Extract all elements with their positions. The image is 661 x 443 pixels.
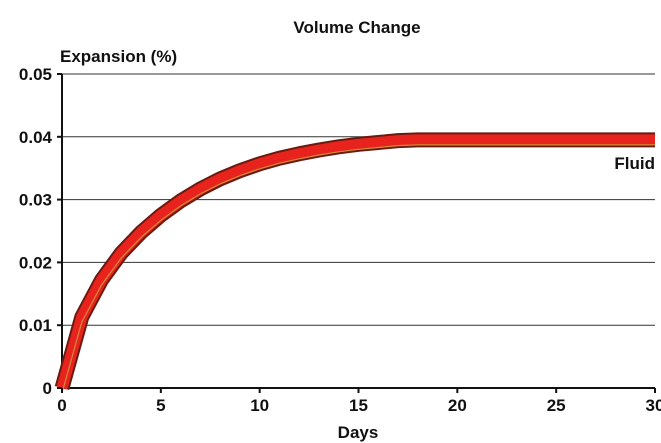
y-tick-labels: 0 0.01 0.02 0.03 0.04 0.05 [19, 65, 62, 398]
series-line-outline [54, 132, 655, 391]
x-tick-label: 0 [57, 396, 66, 415]
series-layer [54, 132, 655, 394]
series-line-0 [56, 134, 655, 390]
y-tick-label: 0.02 [19, 253, 52, 272]
y-axis-title: Expansion (%) [60, 47, 177, 66]
y-tick-label: 0.05 [19, 65, 52, 84]
x-axis-title: Days [338, 423, 379, 442]
x-tick-label: 25 [547, 396, 566, 415]
x-tick-label: 15 [349, 396, 368, 415]
series-label-fluid: Fluid [614, 154, 655, 173]
x-tick-label: 20 [448, 396, 467, 415]
y-tick-label: 0 [43, 379, 52, 398]
x-tick-label: 10 [250, 396, 269, 415]
y-tick-label: 0.03 [19, 191, 52, 210]
series-line-highlight [61, 144, 655, 394]
gridlines [62, 73, 655, 326]
chart-title: Volume Change [293, 18, 420, 37]
y-tick-label: 0.01 [19, 316, 52, 335]
x-tick-labels: 0 5 10 15 20 25 30 [57, 388, 661, 415]
x-tick-label: 5 [156, 396, 165, 415]
x-tick-label: 30 [646, 396, 661, 415]
y-tick-label: 0.04 [19, 128, 53, 147]
